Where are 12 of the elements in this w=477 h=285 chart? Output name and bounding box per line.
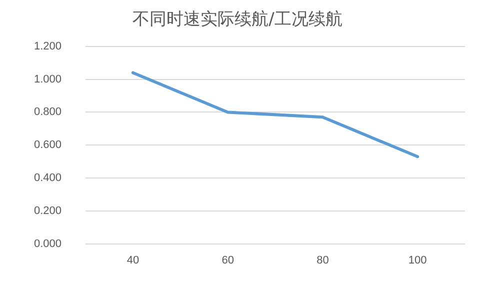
y-tick-label: 0.400 <box>34 172 62 184</box>
y-tick-label: 1.000 <box>34 73 62 86</box>
y-tick-label: 0.000 <box>34 238 62 250</box>
y-tick-label: 0.800 <box>34 106 62 118</box>
y-tick-label: 0.600 <box>34 139 62 152</box>
x-tick-label: 60 <box>222 254 234 266</box>
x-tick-label: 40 <box>126 254 140 266</box>
y-tick-label: 0.200 <box>34 204 62 217</box>
x-tick-label: 80 <box>316 254 329 266</box>
x-tick-label: 100 <box>408 254 427 266</box>
chart-title: 不同时速实际续航/工况续航 <box>132 10 342 30</box>
y-tick-label: 1.200 <box>34 40 62 52</box>
